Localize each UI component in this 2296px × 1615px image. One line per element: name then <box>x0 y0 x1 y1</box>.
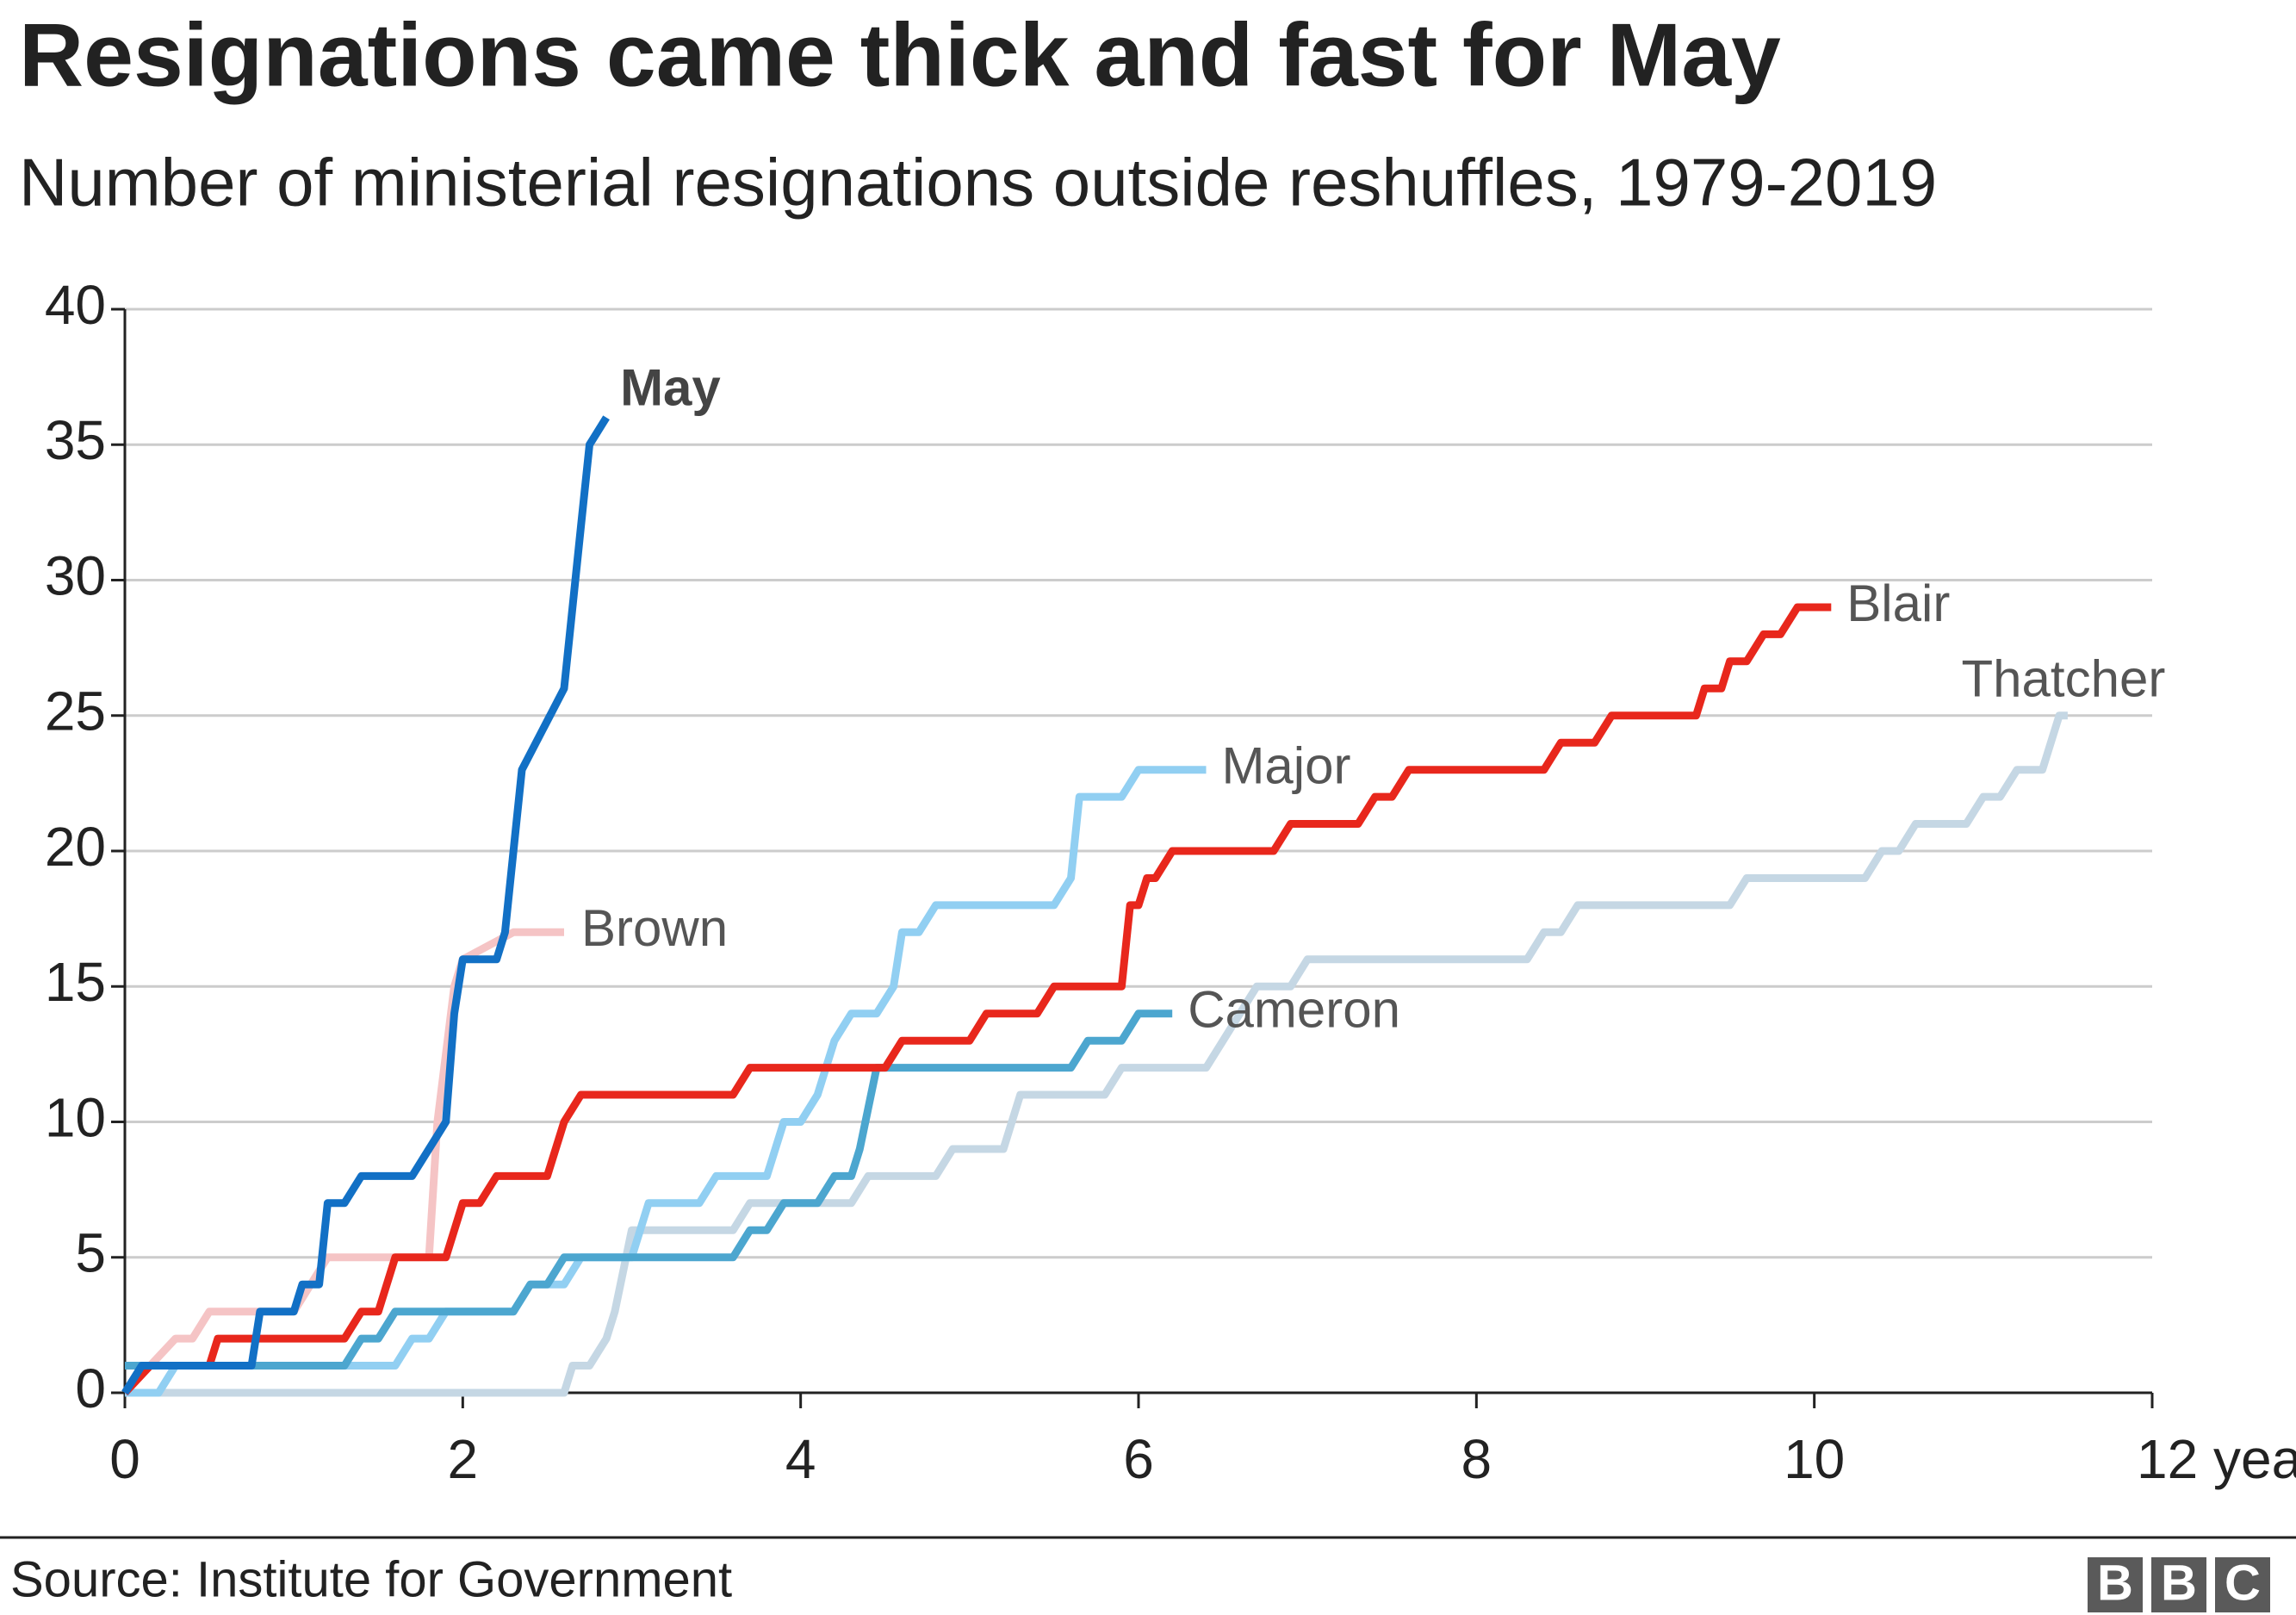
series-line <box>121 603 1832 1396</box>
y-tick-label: 10 <box>45 1086 106 1148</box>
y-tick-label: 35 <box>45 409 106 471</box>
x-tick-label: 6 <box>1123 1428 1154 1490</box>
chart-title: Resignations came thick and fast for May <box>19 5 1781 105</box>
logo-block <box>2215 1557 2270 1612</box>
x-tick-label: 10 <box>1784 1428 1845 1490</box>
y-tick-label: 40 <box>45 274 106 336</box>
series-line <box>121 415 610 1395</box>
series-label: May <box>620 359 721 417</box>
chart-subtitle: Number of ministerial resignations outsi… <box>19 145 1937 221</box>
logo-block <box>2151 1557 2206 1612</box>
x-tick-label: 8 <box>1461 1428 1492 1490</box>
y-tick-label: 15 <box>45 951 106 1013</box>
series-line <box>125 1009 1173 1370</box>
series-line <box>125 766 1207 1397</box>
series-label: Major <box>1221 736 1350 794</box>
y-tick-label: 20 <box>45 816 106 878</box>
logo-letter: C <box>2225 1555 2261 1611</box>
bbc-logo: B B C <box>2088 1555 2270 1612</box>
y-tick-label: 30 <box>45 544 106 606</box>
y-tick-label: 5 <box>75 1222 106 1284</box>
series-line <box>121 928 564 1396</box>
source: Source: Institute for Government <box>10 1551 732 1607</box>
series-label: Brown <box>581 899 728 957</box>
series-label: Cameron <box>1188 981 1400 1039</box>
series-label: Blair <box>1846 575 1950 632</box>
logo-block <box>2088 1557 2143 1612</box>
x-tick-label: 12 years <box>2137 1428 2296 1490</box>
series-label: Thatcher <box>1962 650 2166 708</box>
logo-letter: B <box>2161 1555 2197 1611</box>
x-tick-label: 2 <box>448 1428 479 1490</box>
y-tick-label: 0 <box>75 1357 106 1419</box>
logo-letter: B <box>2097 1555 2133 1611</box>
series-line <box>125 711 2068 1397</box>
x-tick-label: 4 <box>785 1428 816 1490</box>
x-tick-label: 0 <box>109 1428 140 1490</box>
y-tick-label: 25 <box>45 680 106 742</box>
